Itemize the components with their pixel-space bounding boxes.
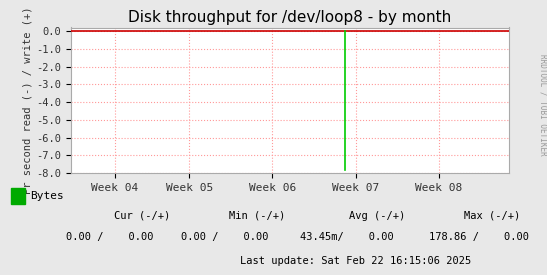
Text: Bytes: Bytes [30,191,64,201]
Text: Avg (-/+): Avg (-/+) [350,211,405,221]
Title: Disk throughput for /dev/loop8 - by month: Disk throughput for /dev/loop8 - by mont… [129,10,451,25]
Text: Max (-/+): Max (-/+) [464,211,520,221]
Text: 0.00 /    0.00: 0.00 / 0.00 [181,232,268,242]
Bar [11,188,25,204]
Text: 0.00 /    0.00: 0.00 / 0.00 [66,232,153,242]
Text: Min (-/+): Min (-/+) [229,211,285,221]
Text: 43.45m/    0.00: 43.45m/ 0.00 [300,232,394,242]
Text: 178.86 /    0.00: 178.86 / 0.00 [429,232,528,242]
Text: Last update: Sat Feb 22 16:15:06 2025: Last update: Sat Feb 22 16:15:06 2025 [240,256,471,266]
Text: Cur (-/+): Cur (-/+) [114,211,170,221]
Text: RRDTOOL / TOBI OETIKER: RRDTOOL / TOBI OETIKER [539,54,547,155]
Y-axis label: Pr second read (-) / write (+): Pr second read (-) / write (+) [22,7,32,194]
